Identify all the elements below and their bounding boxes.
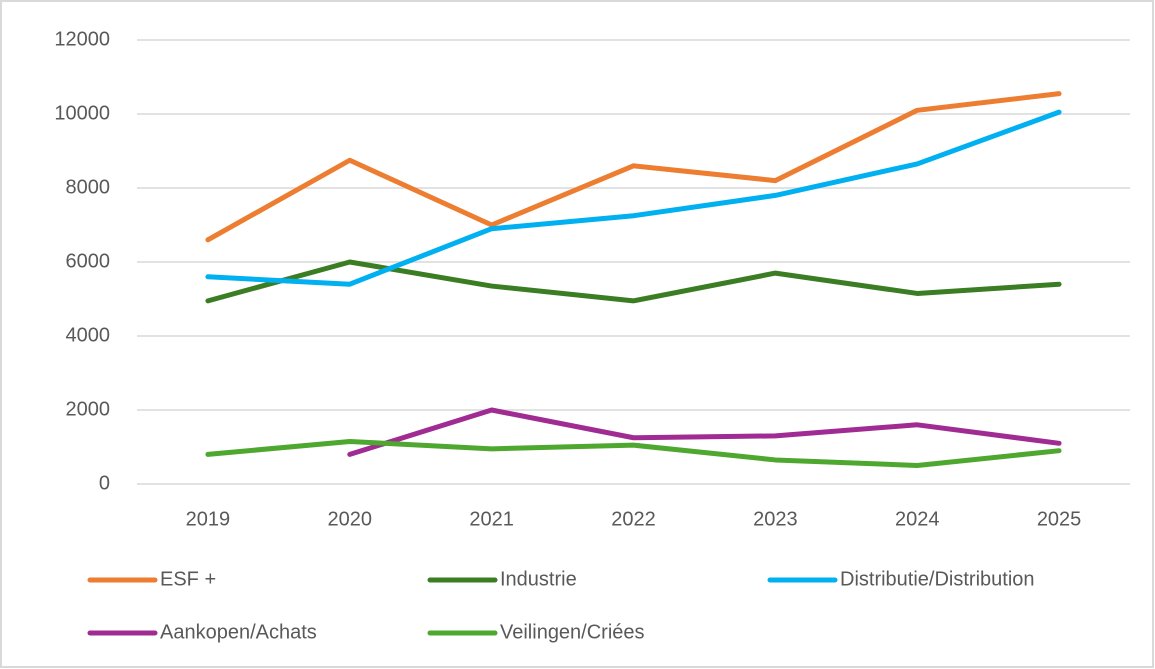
x-tick-label: 2021 (469, 508, 514, 530)
series-line (205, 259, 1062, 304)
x-tick-label: 2024 (895, 508, 940, 530)
x-tick-label: 2020 (328, 508, 373, 530)
series-line (205, 438, 1062, 468)
series-line (205, 109, 1062, 287)
y-tick-label: 4000 (66, 324, 111, 346)
y-tick-label: 6000 (66, 250, 111, 272)
y-tick-label: 0 (99, 472, 110, 494)
x-tick-label: 2022 (611, 508, 656, 530)
y-tick-label: 2000 (66, 398, 111, 420)
y-tick-label: 8000 (66, 176, 111, 198)
legend-label: Veilingen/Criées (500, 621, 645, 643)
legend-label: Industrie (500, 568, 577, 590)
x-tick-label: 2025 (1037, 508, 1082, 530)
y-tick-label: 12000 (54, 28, 110, 50)
y-tick-label: 10000 (54, 102, 110, 124)
series-line (205, 91, 1062, 243)
legend-label: Aankopen/Achats (160, 621, 317, 643)
x-tick-label: 2019 (186, 508, 231, 530)
legend-label: Distributie/Distribution (840, 568, 1035, 590)
x-tick-label: 2023 (753, 508, 798, 530)
legend-label: ESF + (160, 568, 216, 590)
series-line (347, 407, 1062, 457)
